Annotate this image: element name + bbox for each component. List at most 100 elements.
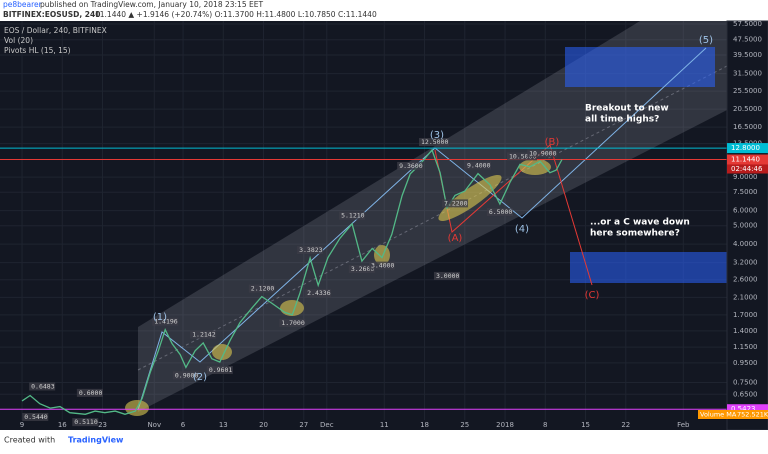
highlight (438, 174, 502, 222)
pivot-label: 0.6000 (79, 389, 103, 397)
pivot-box (433, 271, 460, 280)
pivot-box (368, 261, 395, 270)
wave-label: (B) (545, 137, 560, 148)
pivot-box (305, 289, 332, 298)
y-tick-label: 39.5000 (733, 51, 762, 59)
y-tick-label: 7.5000 (733, 188, 758, 196)
pivot-label: 3.2600 (351, 265, 375, 273)
pivot-label: 7.2200 (444, 199, 468, 207)
pivot-label: 0.6483 (31, 382, 55, 390)
countdown-badge (727, 164, 768, 174)
x-tick-label: 27 (299, 421, 308, 429)
header-bg (0, 0, 768, 21)
volume-ma-value: 752.521K (737, 411, 768, 419)
target-box (565, 47, 715, 87)
highlight (519, 159, 551, 175)
x-tick-label: Feb (677, 421, 690, 429)
wave-label: (2) (193, 372, 207, 383)
y-tick-label: 16.5000 (733, 123, 762, 131)
y-tick-label: 31.5000 (733, 70, 762, 78)
pivot-box (72, 418, 99, 427)
y-tick-label: 25.5000 (733, 87, 762, 95)
y-tick-label: 20.5000 (733, 105, 762, 113)
wave-label: (4) (515, 224, 529, 235)
y-tick-label: 57.5000 (733, 20, 762, 28)
pivot-label: 1.7000 (281, 319, 305, 327)
x-tick-label: 13 (219, 421, 228, 429)
pivot-label: 3.3823 (299, 246, 323, 254)
pivot-box (465, 161, 492, 170)
pivot-label: 0.9000 (175, 371, 199, 379)
pivot-box (397, 161, 424, 170)
level-label: 0.5423 (731, 405, 756, 413)
y-tick-label: 0.6500 (733, 390, 758, 398)
pivot-label: 3.4000 (371, 262, 395, 270)
pivot-box (442, 199, 469, 208)
y-tick-label: 0.7500 (733, 378, 758, 386)
level-badge (727, 154, 768, 165)
wave-label: (3) (430, 130, 444, 141)
target-box (570, 252, 727, 283)
pivot-label: 6.5000 (489, 208, 513, 216)
highlight (374, 245, 390, 265)
pivot-box (279, 318, 306, 327)
level-badge (727, 404, 768, 415)
pivot-label: 2.1200 (251, 285, 275, 293)
x-tick-label: 9 (20, 421, 24, 429)
legend-item: Vol (20) (4, 36, 33, 45)
x-tick-label: 6 (181, 421, 186, 429)
x-tick-label: 18 (420, 421, 429, 429)
published: published on TradingView.com, January 10… (40, 0, 263, 9)
note: here somewhere? (590, 229, 680, 239)
x-tick-label: Nov (147, 421, 161, 429)
level-badge (727, 143, 768, 154)
pivot-label: 2.4336 (307, 289, 331, 297)
pivot-label: 9.4000 (467, 162, 491, 170)
note: Breakout to new (585, 104, 669, 114)
y-tick-label: 1.7000 (733, 311, 758, 319)
grid (0, 21, 727, 420)
x-tick-label: Dec (320, 421, 334, 429)
legend-item: EOS / Dollar, 240, BITFINEX (4, 26, 107, 35)
pivot-box (206, 366, 233, 375)
pivot-label: 5.1210 (341, 212, 365, 220)
pivot-box (348, 265, 375, 274)
y-tick-label: 4.0000 (733, 240, 758, 248)
note: all time highs? (585, 115, 659, 125)
highlight (280, 300, 304, 316)
pivot-label: 9.3600 (399, 162, 423, 170)
y-tick-label: 5.0000 (733, 222, 758, 230)
symbol: BITFINEX:EOSUSD, 240 (3, 10, 100, 19)
wave-path (137, 47, 707, 411)
note: ...or a C wave down (590, 218, 690, 228)
x-tick-label: 23 (98, 421, 107, 429)
level-label: 11.1440 (731, 156, 760, 164)
countdown: 02:44:46 (731, 165, 763, 173)
y-tick-label: 9.0000 (733, 173, 758, 181)
pivot-label: 0.5110 (74, 418, 98, 426)
pivot-box (419, 138, 450, 147)
pivot-label: 12.5000 (421, 138, 448, 146)
pivot-box (486, 208, 513, 217)
pivot-label: 0.5440 (24, 413, 48, 421)
y-tick-label: 3.2000 (733, 259, 758, 267)
wave-label: (5) (699, 35, 713, 46)
pivot-box (172, 371, 199, 380)
volume-ma-badge (698, 410, 768, 419)
pivot-box (248, 284, 275, 293)
pivot-box (506, 152, 537, 161)
footer-brand[interactable]: TradingView (68, 436, 124, 445)
y-tick-label: 47.5000 (733, 36, 762, 44)
pivot-label: 0.9601 (209, 366, 233, 374)
author[interactable]: pe8bearer (3, 0, 43, 9)
footer-created: Created with (4, 436, 55, 445)
x-tick-label: 25 (460, 421, 469, 429)
highlights (125, 159, 551, 416)
pivot-box (29, 382, 56, 391)
wave-label: (1) (153, 312, 167, 323)
pivot-label: 1.4196 (154, 318, 178, 326)
pivot-box (190, 330, 217, 339)
pivot-box (339, 211, 366, 220)
pivot-label: 10.9000 (529, 149, 556, 157)
